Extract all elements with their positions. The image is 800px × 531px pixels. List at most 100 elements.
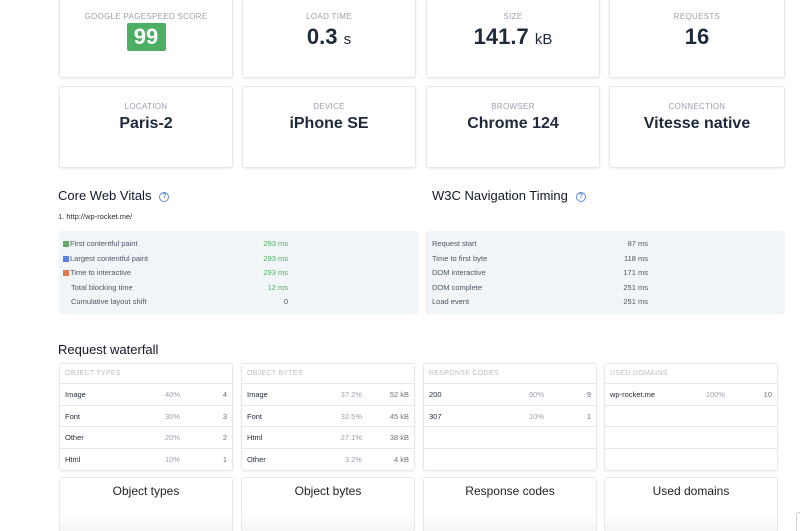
section-title-text: Core Web Vitals bbox=[58, 188, 152, 203]
vital-value-text: 293 ms bbox=[263, 254, 288, 263]
connection-value: Vitesse native bbox=[643, 115, 751, 132]
vital-row-tbt: Total blocking time bbox=[71, 283, 133, 292]
core-web-vitals-panel bbox=[59, 231, 419, 314]
table-row-empty bbox=[605, 427, 777, 449]
cell-name: 307 bbox=[429, 411, 442, 421]
cell-count: 4 bbox=[222, 390, 227, 399]
response-codes-table: RESPONSE CODES 200 90% 9 307 10% 1 bbox=[423, 363, 597, 471]
timing-label: DOM interactive bbox=[432, 268, 486, 277]
value-number: 141.7 bbox=[473, 24, 529, 49]
table-header: OBJECT BYTES bbox=[242, 364, 414, 384]
vital-label: Cumulative layout shift bbox=[71, 297, 147, 306]
card-label: LOCATION bbox=[124, 102, 168, 111]
object-bytes-table: OBJECT BYTES Image 37.2% 52 kB Font 32.5% 45… bbox=[241, 363, 415, 471]
device-value: iPhone SE bbox=[289, 115, 369, 132]
legend-square-icon bbox=[63, 269, 69, 276]
card-label: SIZE bbox=[503, 12, 523, 21]
timing-value-text: 87 ms bbox=[627, 239, 648, 248]
timing-label: Time to first byte bbox=[432, 254, 488, 263]
device-card: DEVICE iPhone SE bbox=[242, 86, 416, 168]
vital-value-text: 293 ms bbox=[263, 239, 288, 248]
table-header: RESPONSE CODES bbox=[424, 364, 596, 384]
browser-value: Chrome 124 bbox=[467, 115, 559, 132]
vital-label: Largest contentful paint bbox=[70, 254, 148, 263]
table-row: 200 90% 9 bbox=[424, 384, 596, 406]
cell-name: 200 bbox=[429, 390, 442, 399]
cell-count: 38 kB bbox=[389, 433, 409, 442]
cell-pct: 3.2% bbox=[344, 454, 362, 464]
vital-value-text: 293 ms bbox=[263, 268, 288, 277]
table-row-empty bbox=[424, 427, 596, 449]
navigation-timing-panel bbox=[425, 231, 785, 314]
vital-row-tti: Time to interactive bbox=[63, 268, 131, 277]
card-label: DEVICE bbox=[313, 102, 345, 111]
scroll-handle[interactable] bbox=[796, 512, 800, 531]
table-row: 307 10% 1 bbox=[424, 406, 596, 427]
table-row-empty bbox=[605, 449, 777, 471]
cell-pct: 20% bbox=[164, 433, 180, 442]
timing-row: Request start bbox=[432, 239, 477, 248]
table-row-empty bbox=[605, 406, 777, 427]
cell-count: 9 bbox=[586, 390, 591, 399]
timing-value-text: 171 ms bbox=[623, 268, 648, 277]
timing-label: Request start bbox=[432, 239, 477, 248]
cell-count: 2 bbox=[222, 433, 227, 442]
timing-row: Load event bbox=[432, 297, 469, 306]
vital-value-text: 12 ms bbox=[267, 283, 288, 292]
cell-count: 45 kB bbox=[389, 411, 409, 421]
cell-name: Font bbox=[65, 411, 81, 421]
load-time-value: 0.3 s bbox=[243, 24, 415, 50]
browser-card: BROWSER Chrome 124 bbox=[426, 86, 600, 168]
chart-title: Object types bbox=[112, 484, 180, 498]
legend-square-icon bbox=[63, 240, 69, 247]
used-domains-chart: Used domains bbox=[604, 477, 778, 531]
requests-value: 16 bbox=[684, 24, 710, 49]
cell-name: Image bbox=[247, 390, 268, 399]
request-waterfall-title: Request waterfall bbox=[58, 342, 159, 357]
cell-name: Html bbox=[247, 433, 263, 442]
table-row: Other 20% 2 bbox=[60, 427, 232, 449]
core-web-vitals-title: Core Web Vitals? bbox=[58, 188, 170, 203]
table-header: USED DOMAINS bbox=[605, 364, 777, 384]
section-title-text: W3C Navigation Timing bbox=[432, 188, 568, 203]
table-row: Html 10% 1 bbox=[60, 449, 232, 471]
timing-value-text: 251 ms bbox=[623, 283, 648, 292]
cell-count: 52 kB bbox=[389, 390, 409, 399]
table-row: wp-rocket.me 100% 10 bbox=[605, 384, 777, 406]
table-row: Image 40% 4 bbox=[60, 384, 232, 406]
vital-row-fcp: First contentful paint bbox=[63, 239, 138, 248]
vital-label: Time to interactive bbox=[70, 268, 131, 277]
cell-count: 4 kB bbox=[393, 454, 409, 464]
chart-title: Used domains bbox=[652, 484, 730, 498]
timing-value-text: 251 ms bbox=[623, 297, 648, 306]
cell-pct: 10% bbox=[164, 454, 180, 464]
timing-label: DOM complete bbox=[432, 283, 483, 292]
table-header: OBJECT TYPES bbox=[60, 364, 232, 384]
cell-name: Other bbox=[247, 454, 266, 464]
vital-row-lcp: Largest contentful paint bbox=[63, 254, 148, 263]
timing-value-text: 118 ms bbox=[623, 254, 648, 263]
question-circle-icon[interactable]: ? bbox=[159, 192, 170, 202]
cell-pct: 10% bbox=[528, 411, 544, 421]
timing-row: DOM interactive bbox=[432, 268, 486, 277]
card-label: GOOGLE PAGESPEED SCORE bbox=[84, 12, 208, 21]
response-codes-chart: Response codes bbox=[423, 477, 597, 531]
object-types-chart: Object types bbox=[59, 477, 233, 531]
page-url: 1. http://wp-rocket.me/ bbox=[58, 212, 133, 221]
score-badge: 99 bbox=[126, 23, 166, 51]
card-label: REQUESTS bbox=[673, 12, 721, 21]
value-unit: s bbox=[343, 31, 352, 48]
value-number: 0.3 bbox=[306, 24, 338, 49]
vital-label: Total blocking time bbox=[71, 283, 133, 292]
cell-count: 10 bbox=[763, 390, 772, 399]
requests-card: REQUESTS 16 bbox=[609, 0, 785, 78]
cell-pct: 37.2% bbox=[340, 390, 362, 399]
cell-pct: 30% bbox=[164, 411, 180, 421]
used-domains-table: USED DOMAINS wp-rocket.me 100% 10 bbox=[604, 363, 778, 471]
table-row: Font 30% 3 bbox=[60, 406, 232, 427]
location-value: Paris-2 bbox=[119, 115, 173, 132]
cell-name: Image bbox=[65, 390, 86, 399]
question-circle-icon[interactable]: ? bbox=[575, 192, 586, 202]
cell-count: 1 bbox=[222, 454, 227, 464]
cell-count: 1 bbox=[586, 411, 591, 421]
